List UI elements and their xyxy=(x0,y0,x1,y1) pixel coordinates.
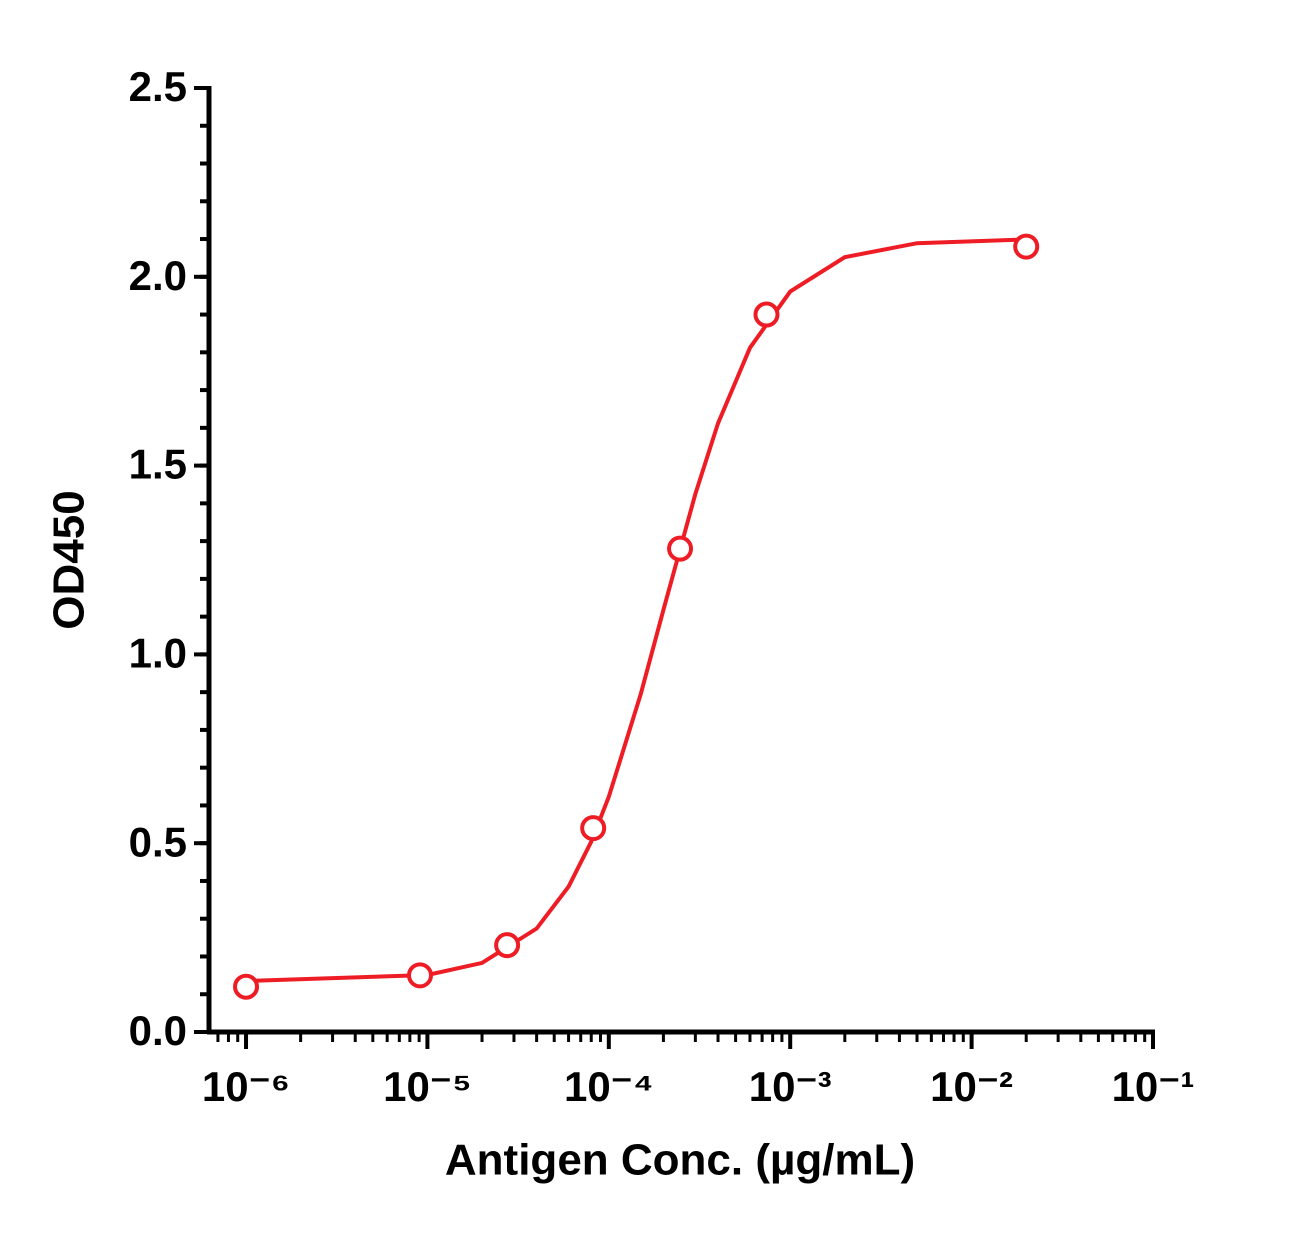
x-tick-label: 10⁻² xyxy=(930,1063,1013,1110)
data-point xyxy=(580,815,607,842)
y-axis-title: OD450 xyxy=(45,490,94,629)
x-axis-title: Antigen Conc. (µg/mL) xyxy=(445,1136,915,1185)
y-tick-label: 0.5 xyxy=(129,818,187,865)
data-point xyxy=(667,535,694,562)
data-point xyxy=(753,301,780,328)
data-point xyxy=(406,962,433,989)
x-tick-label: 10⁻⁴ xyxy=(564,1063,654,1110)
data-point xyxy=(233,973,260,1000)
data-point xyxy=(1013,233,1040,260)
y-tick-label: 2.5 xyxy=(129,63,187,110)
x-tick-label: 10⁻⁶ xyxy=(202,1063,290,1110)
y-tick-label: 1.5 xyxy=(129,441,187,488)
y-tick-label: 2.0 xyxy=(129,252,187,299)
y-tick-label: 1.0 xyxy=(129,629,187,676)
data-point xyxy=(494,932,521,959)
x-tick-label: 10⁻¹ xyxy=(1112,1063,1195,1110)
y-tick-label: 0.0 xyxy=(129,1007,187,1054)
fit-curve xyxy=(245,237,1027,984)
x-tick-label: 10⁻⁵ xyxy=(383,1063,472,1110)
x-tick-label: 10⁻³ xyxy=(749,1063,832,1110)
